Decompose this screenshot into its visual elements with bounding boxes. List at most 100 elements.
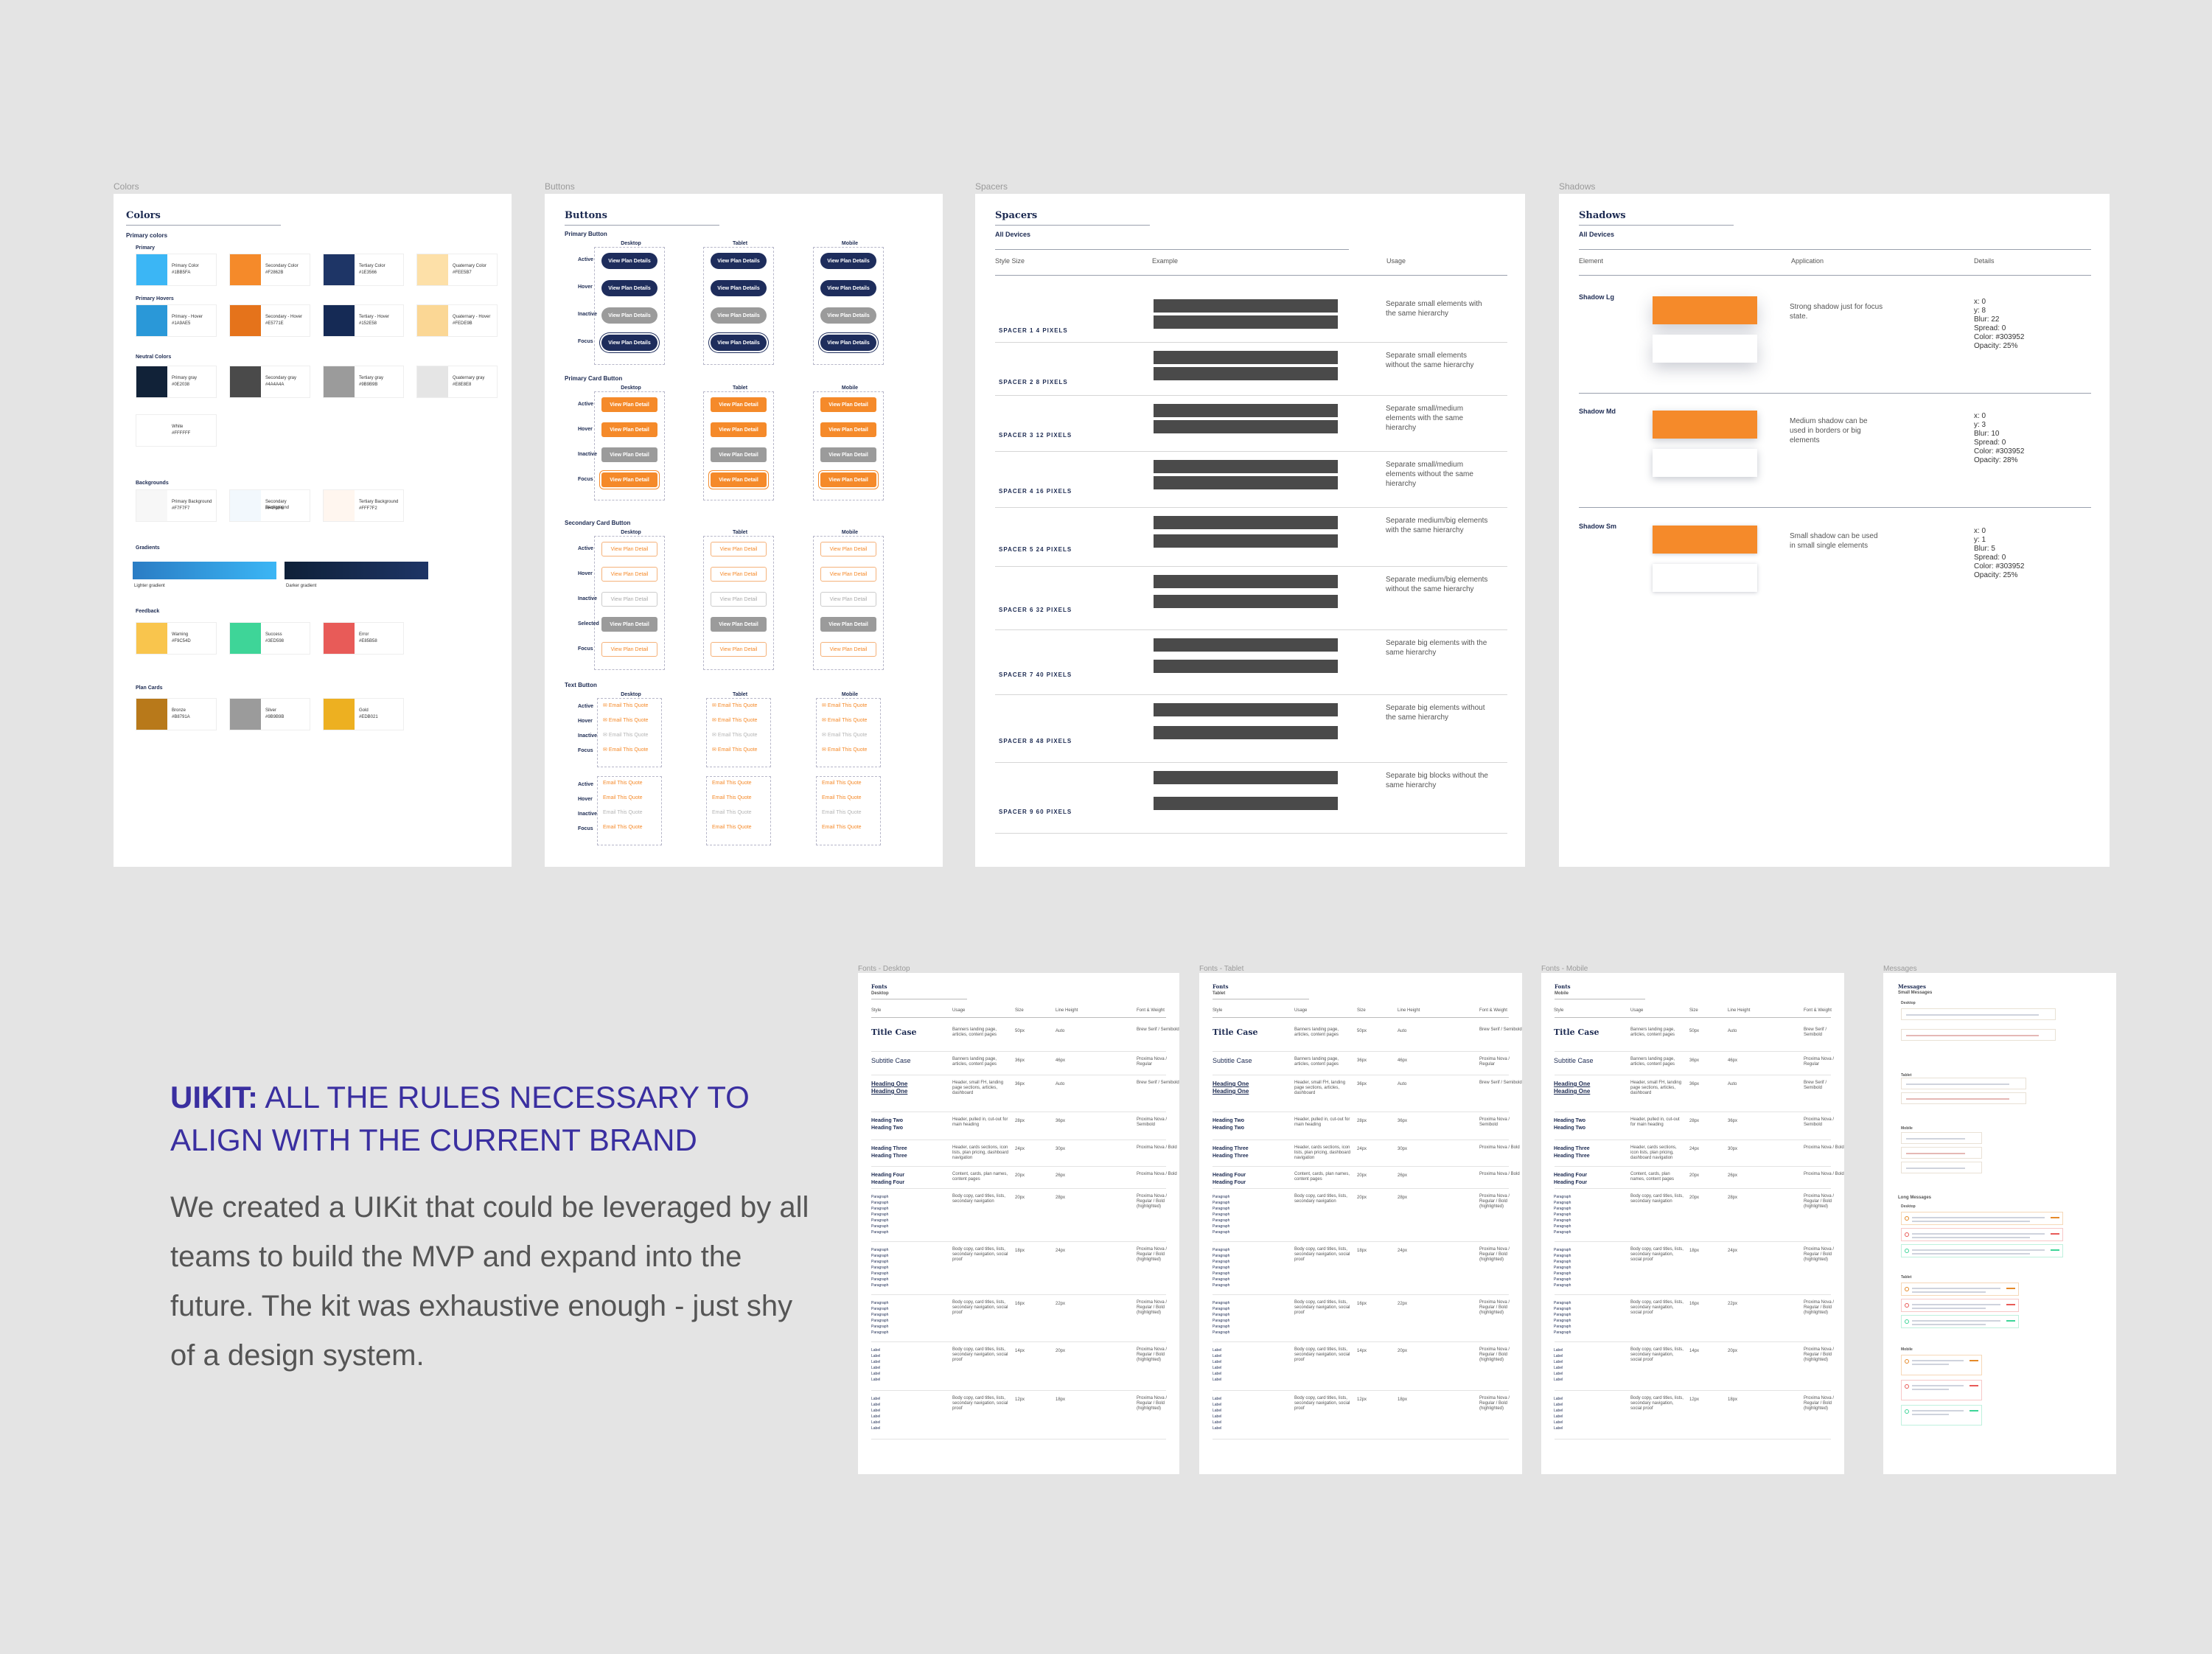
view-plan-button[interactable]: View Plan Detail (601, 422, 657, 437)
color-swatch-chip (230, 699, 261, 730)
view-plan-button[interactable]: View Plan Detail (601, 617, 657, 632)
email-quote-button[interactable]: Email This Quote (603, 810, 643, 815)
email-quote-button[interactable]: Email This Quote (712, 781, 752, 786)
email-quote-button[interactable]: ✉ Email This Quote (603, 747, 648, 753)
email-quote-button[interactable]: ✉ Email This Quote (712, 747, 757, 753)
email-quote-label: Email This Quote (822, 795, 862, 800)
view-plan-button[interactable]: View Plan Detail (601, 592, 657, 607)
button-section-heading: Text Button (565, 682, 597, 688)
view-plan-button[interactable]: View Plan Detail (601, 447, 657, 462)
view-plan-button[interactable]: View Plan Detail (820, 567, 876, 582)
email-quote-button[interactable]: Email This Quote (822, 781, 862, 786)
shadow-detail: Spread: 0 (1974, 324, 2006, 332)
email-quote-button[interactable]: Email This Quote (712, 825, 752, 830)
email-quote-label: Email This Quote (608, 733, 649, 738)
font-size: 20px (1015, 1173, 1025, 1178)
message-text-line (1912, 1237, 2030, 1238)
message-text-line (1912, 1304, 2000, 1305)
font-size: 12px (1689, 1397, 1700, 1402)
view-plan-button[interactable]: View Plan Details (711, 253, 767, 269)
view-plan-button[interactable]: View Plan Detail (711, 567, 767, 582)
shadow-detail: Blur: 5 (1974, 545, 1995, 553)
message-text-line (1912, 1320, 2000, 1322)
font-family-weight: Proxima Nova / Semibold (1804, 1117, 1835, 1127)
color-swatch-chip (324, 699, 355, 730)
font-size: 24px (1357, 1147, 1367, 1151)
email-quote-button[interactable]: ✉ Email This Quote (822, 732, 867, 738)
view-plan-button[interactable]: View Plan Detail (711, 592, 767, 607)
view-plan-button[interactable]: View Plan Details (601, 335, 657, 351)
view-plan-button[interactable]: View Plan Details (601, 307, 657, 324)
color-swatch-card: Warning #F9C54D (136, 622, 217, 655)
email-quote-label: Email This Quote (827, 703, 868, 708)
view-plan-button[interactable]: View Plan Detail (820, 592, 876, 607)
view-plan-button[interactable]: View Plan Details (601, 253, 657, 269)
font-family-weight: Proxima Nova / Regular (1479, 1057, 1510, 1067)
email-quote-button[interactable]: Email This Quote (712, 795, 752, 800)
email-quote-button[interactable]: Email This Quote (603, 825, 643, 830)
view-plan-button[interactable]: View Plan Details (711, 335, 767, 351)
view-plan-button[interactable]: View Plan Detail (711, 397, 767, 412)
color-swatch-chip (324, 305, 355, 336)
font-line-height: 28px (1398, 1196, 1408, 1200)
color-swatch-card: White #FFFFFF (136, 414, 217, 447)
email-quote-button[interactable]: ✉ Email This Quote (712, 702, 757, 708)
email-quote-button[interactable]: ✉ Email This Quote (712, 732, 757, 738)
email-quote-button[interactable]: Email This Quote (822, 795, 862, 800)
email-quote-button[interactable]: Email This Quote (712, 810, 752, 815)
view-plan-button[interactable]: View Plan Detail (711, 617, 767, 632)
view-plan-button[interactable]: View Plan Detail (601, 472, 657, 487)
spacer-name: SPACER 7 40 PIXELS (999, 671, 1072, 678)
view-plan-button[interactable]: View Plan Details (820, 307, 876, 324)
spacer-example-bar (1154, 638, 1338, 652)
messages-device-label: Tablet (1901, 1073, 1912, 1078)
view-plan-button[interactable]: View Plan Details (820, 253, 876, 269)
shadow-detail: x: 0 (1974, 527, 1986, 535)
email-quote-button[interactable]: Email This Quote (822, 825, 862, 830)
view-plan-button[interactable]: View Plan Details (601, 280, 657, 296)
email-quote-button[interactable]: ✉ Email This Quote (822, 702, 867, 708)
email-quote-button[interactable]: Email This Quote (822, 810, 862, 815)
email-quote-button[interactable]: Email This Quote (603, 781, 643, 786)
message-status-icon (1905, 1249, 1909, 1253)
font-size: 14px (1689, 1349, 1700, 1353)
view-plan-button[interactable]: View Plan Detail (820, 422, 876, 437)
view-plan-button[interactable]: View Plan Detail (601, 397, 657, 412)
email-quote-button[interactable]: Email This Quote (603, 795, 643, 800)
view-plan-button[interactable]: View Plan Details (711, 307, 767, 324)
view-plan-button[interactable]: View Plan Detail (820, 542, 876, 556)
view-plan-button[interactable]: View Plan Detail (711, 472, 767, 487)
email-quote-button[interactable]: ✉ Email This Quote (603, 702, 648, 708)
device-column-header: Desktop (621, 241, 641, 246)
email-quote-button[interactable]: ✉ Email This Quote (822, 717, 867, 723)
plan-cards-heading: Plan Cards (136, 685, 163, 691)
view-plan-button[interactable]: View Plan Detail (711, 447, 767, 462)
email-quote-button[interactable]: ✉ Email This Quote (603, 732, 648, 738)
message-text-line (1906, 1035, 2039, 1036)
font-line-height: Auto (1398, 1029, 1407, 1033)
fonts-header-divider (1213, 1017, 1509, 1018)
view-plan-button[interactable]: View Plan Details (820, 335, 876, 351)
font-usage: Body copy, card titles, lists, secondary… (952, 1347, 1008, 1362)
view-plan-button[interactable]: View Plan Detail (820, 447, 876, 462)
view-plan-button[interactable]: View Plan Detail (601, 542, 657, 556)
message-action-link (2006, 1320, 2015, 1322)
view-plan-button[interactable]: View Plan Detail (820, 472, 876, 487)
email-quote-button[interactable]: ✉ Email This Quote (712, 717, 757, 723)
email-quote-button[interactable]: ✉ Email This Quote (603, 717, 648, 723)
fonts-subtitle: Tablet (1213, 991, 1226, 996)
view-plan-button[interactable]: View Plan Detail (711, 642, 767, 657)
view-plan-button[interactable]: View Plan Detail (601, 642, 657, 657)
view-plan-button[interactable]: View Plan Details (820, 280, 876, 296)
email-quote-label: Email This Quote (608, 703, 649, 708)
view-plan-button[interactable]: View Plan Detail (711, 422, 767, 437)
view-plan-button[interactable]: View Plan Detail (601, 567, 657, 582)
view-plan-button[interactable]: View Plan Detail (820, 617, 876, 632)
view-plan-button[interactable]: View Plan Detail (711, 542, 767, 556)
fonts-row-divider (1213, 1439, 1509, 1440)
long-message (1901, 1315, 2019, 1328)
view-plan-button[interactable]: View Plan Detail (820, 642, 876, 657)
email-quote-button[interactable]: ✉ Email This Quote (822, 747, 867, 753)
view-plan-button[interactable]: View Plan Details (711, 280, 767, 296)
view-plan-button[interactable]: View Plan Detail (820, 397, 876, 412)
